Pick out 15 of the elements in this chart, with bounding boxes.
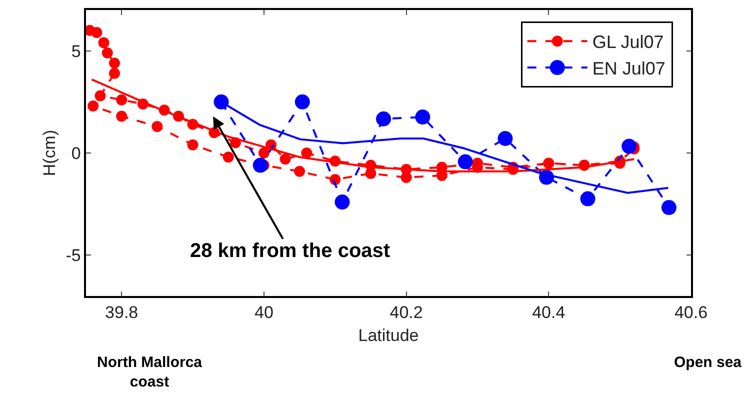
y-tick-label: 5 — [71, 42, 81, 61]
legend-label: GL Jul07 — [592, 32, 664, 52]
x-tick-label: 40.6 — [674, 303, 708, 322]
x-tick-label: 40 — [254, 303, 274, 322]
legend-label: EN Jul07 — [592, 58, 666, 79]
annotation: 28 km from the coast — [190, 240, 390, 262]
x-tick-label: 39.8 — [105, 303, 138, 322]
x-axis-title: Latitude — [358, 326, 419, 346]
x-tick-label: 40.4 — [532, 303, 566, 322]
x-tick-label: 40.2 — [390, 303, 423, 322]
text: Open sea — [674, 354, 742, 371]
y-tick-label: 0 — [71, 144, 81, 163]
y-tick-label: -5 — [66, 246, 81, 266]
y-axis-title: H(cm) — [40, 130, 59, 176]
text: North Mallorca coast — [97, 354, 203, 390]
